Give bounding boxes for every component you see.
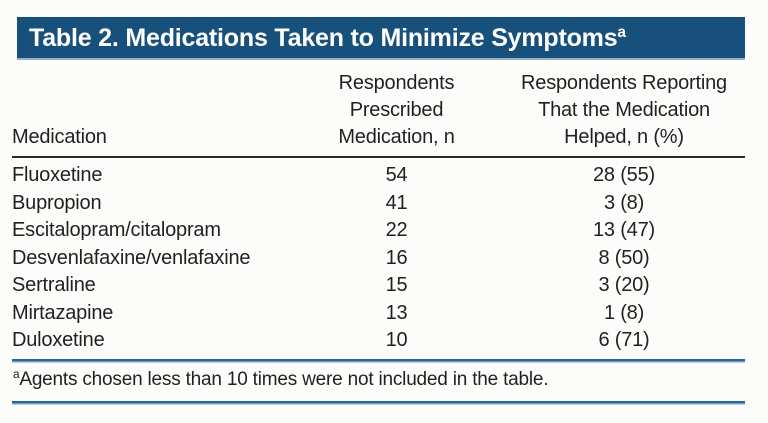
column-header-helped-line3: Helped, n (%) [564,126,684,148]
cell-helped-n-pct: 3 (8) [603,191,645,214]
column-header-helped-line1: Respondents Reporting [521,72,727,94]
cell-medication: Duloxetine [12,329,105,351]
cell-prescribed-n: 10 [385,329,408,351]
cell-helped-n-pct: 28 (55) [593,164,655,186]
cell-prescribed-n: 41 [385,191,408,214]
cell-medication: Escitalopram/citalopram [12,219,221,241]
column-header-helped-line2: That the Medication [538,99,710,121]
table-bottom-rule [12,400,745,405]
table-row: Duloxetine 10 6 (71) [12,327,745,359]
cell-prescribed-n: 54 [385,164,408,186]
cell-medication: Bupropion [12,191,102,214]
cell-prescribed-n: 13 [385,301,408,324]
cell-prescribed-n: 15 [385,274,408,296]
table-title-bar: Table 2. Medications Taken to Minimize S… [17,17,745,60]
cell-medication: Sertraline [12,274,96,296]
table-row: Desvenlafaxine/venlafaxine 16 8 (50) [12,245,745,273]
cell-helped-n-pct: 8 (50) [598,246,650,269]
footnote-top-rule [12,358,745,363]
table-title: Table 2. Medications Taken to Minimize S… [29,24,618,52]
column-header-helped: Respondents Reporting That the Medicatio… [503,70,745,158]
column-header-prescribed: Respondents Prescribed Medication, n [290,70,503,158]
cell-medication: Mirtazapine [12,301,114,324]
cell-prescribed-n: 16 [385,246,408,269]
footnote-text: Agents chosen less than 10 times were no… [19,368,549,390]
table-content: Table 2. Medications Taken to Minimize S… [12,17,745,405]
column-header-prescribed-line2: Prescribed [349,99,444,121]
footnote: aAgents chosen less than 10 times were n… [12,363,745,401]
column-header-prescribed-line3: Medication, n [338,126,455,148]
cell-helped-n-pct: 1 (8) [603,301,645,324]
column-header-medication: Medication [12,70,290,158]
cell-medication: Fluoxetine [12,164,103,186]
footnote-marker: a [13,368,20,382]
table-row: Fluoxetine 54 28 (55) [12,157,745,190]
header-row: Medication Respondents Prescribed Medica… [12,70,745,158]
cell-helped-n-pct: 6 (71) [598,329,650,351]
table-row: Sertraline 15 3 (20) [12,272,745,300]
table-row: Mirtazapine 13 1 (8) [12,300,745,328]
cell-medication: Desvenlafaxine/venlafaxine [12,246,251,269]
table-row: Escitalopram/citalopram 22 13 (47) [12,217,745,245]
cell-prescribed-n: 22 [385,219,408,241]
title-footnote-marker: a [617,24,626,42]
medications-table: Medication Respondents Prescribed Medica… [12,70,745,359]
cell-helped-n-pct: 13 (47) [593,219,655,241]
table-row: Bupropion 41 3 (8) [12,190,745,218]
cell-helped-n-pct: 3 (20) [598,274,650,296]
column-header-prescribed-line1: Respondents [338,72,455,94]
